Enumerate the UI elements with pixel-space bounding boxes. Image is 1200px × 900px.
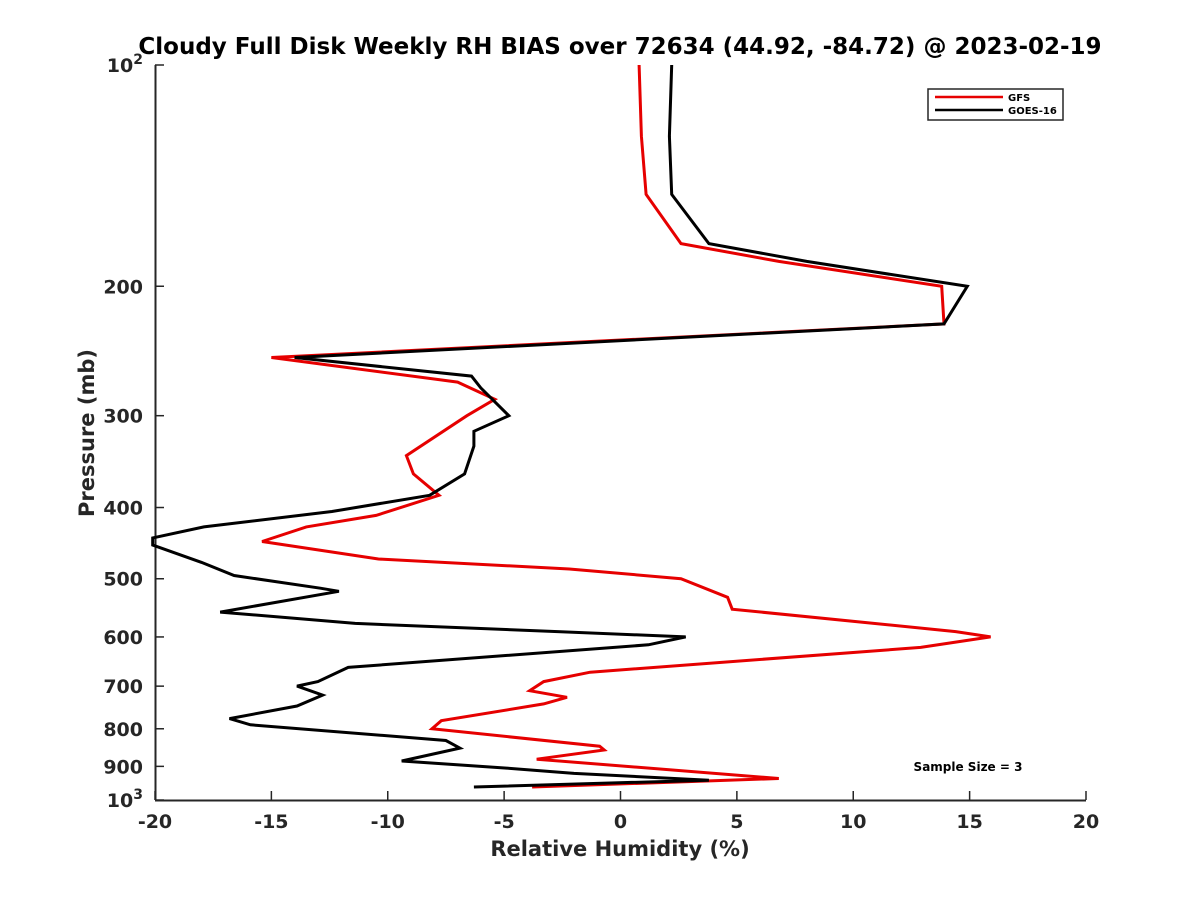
legend-label-goes16: GOES-16 [1008,106,1057,117]
x-tick-label: 0 [614,811,627,833]
x-tick-label: 10 [840,811,866,833]
x-tick-label: 15 [956,811,982,833]
x-axis-label: Relative Humidity (%) [490,837,749,861]
y-tick-base: 10 [107,790,133,812]
series-line-goes16 [151,64,970,789]
y-tick-label: 500 [103,569,143,591]
legend-label-gfs: GFS [1008,93,1030,104]
y-axis-label: Pressure (mb) [75,349,99,517]
x-tick-label: -20 [138,811,172,833]
plot-area [154,65,1086,802]
sample-size-annotation: Sample Size = 3 [914,760,1023,774]
y-tick-label: 200 [103,276,143,298]
y-tick-label: 400 [103,498,143,520]
y-tick-exponent: 2 [133,52,143,68]
y-tick-label: 900 [103,756,143,778]
y-tick-label: 103 [107,787,143,812]
chart-title: Cloudy Full Disk Weekly RH BIAS over 726… [138,34,1101,60]
y-tick-label: 800 [103,719,143,741]
y-tick-label: 700 [103,676,143,698]
x-tick-label: 5 [730,811,743,833]
legend-box [927,88,1064,121]
y-tick-base: 10 [107,55,133,77]
series-line-gfs [261,64,991,789]
legend: GFS GOES-16 [927,88,1064,121]
y-tick-label: 300 [103,406,143,428]
y-tick-label: 600 [103,627,143,649]
x-tick-label: 20 [1073,811,1099,833]
y-tick-label: 102 [107,52,143,77]
x-tick-label: -10 [371,811,405,833]
x-axis-ticks: -20 -15 -10 -5 0 5 10 15 20 [138,791,1099,833]
series-layer [151,64,991,789]
x-tick-label: -5 [494,811,515,833]
x-tick-label: -15 [254,811,288,833]
y-tick-exponent: 3 [133,787,143,803]
